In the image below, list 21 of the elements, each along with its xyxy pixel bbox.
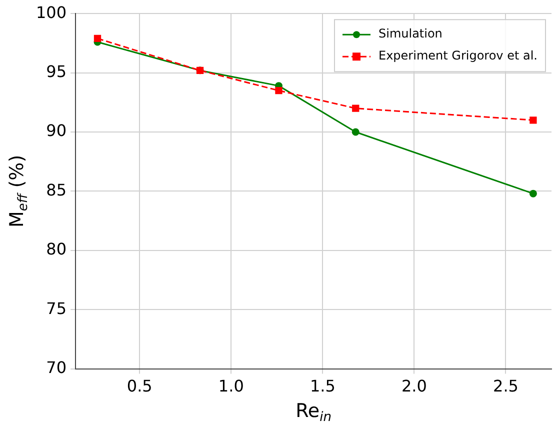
y-tick-label: 70 [46,358,67,377]
y-tick-label: 75 [46,298,67,318]
x-tick-label: 0.5 [126,376,152,396]
x-tick-label: 1.0 [218,376,244,396]
point [275,86,282,94]
x-tick-label: 1.5 [310,376,336,396]
y-tick-label: 80 [46,240,67,259]
point [94,34,102,42]
legend-label: Experiment Grigorov et al. [378,48,538,63]
y-tick-label: 90 [46,121,67,140]
x-tick-label: 2.0 [401,376,427,396]
point [529,190,537,198]
legend-label: Simulation [378,26,442,41]
y-tick-label: 95 [46,62,67,81]
point [530,116,537,124]
y-axis-title: Meff (%) [6,154,32,228]
point [352,128,360,136]
y-tick-label: 100 [36,2,67,22]
y-tick-label: 85 [46,180,67,200]
point [352,104,360,112]
x-tick-label: 2.5 [493,376,518,396]
